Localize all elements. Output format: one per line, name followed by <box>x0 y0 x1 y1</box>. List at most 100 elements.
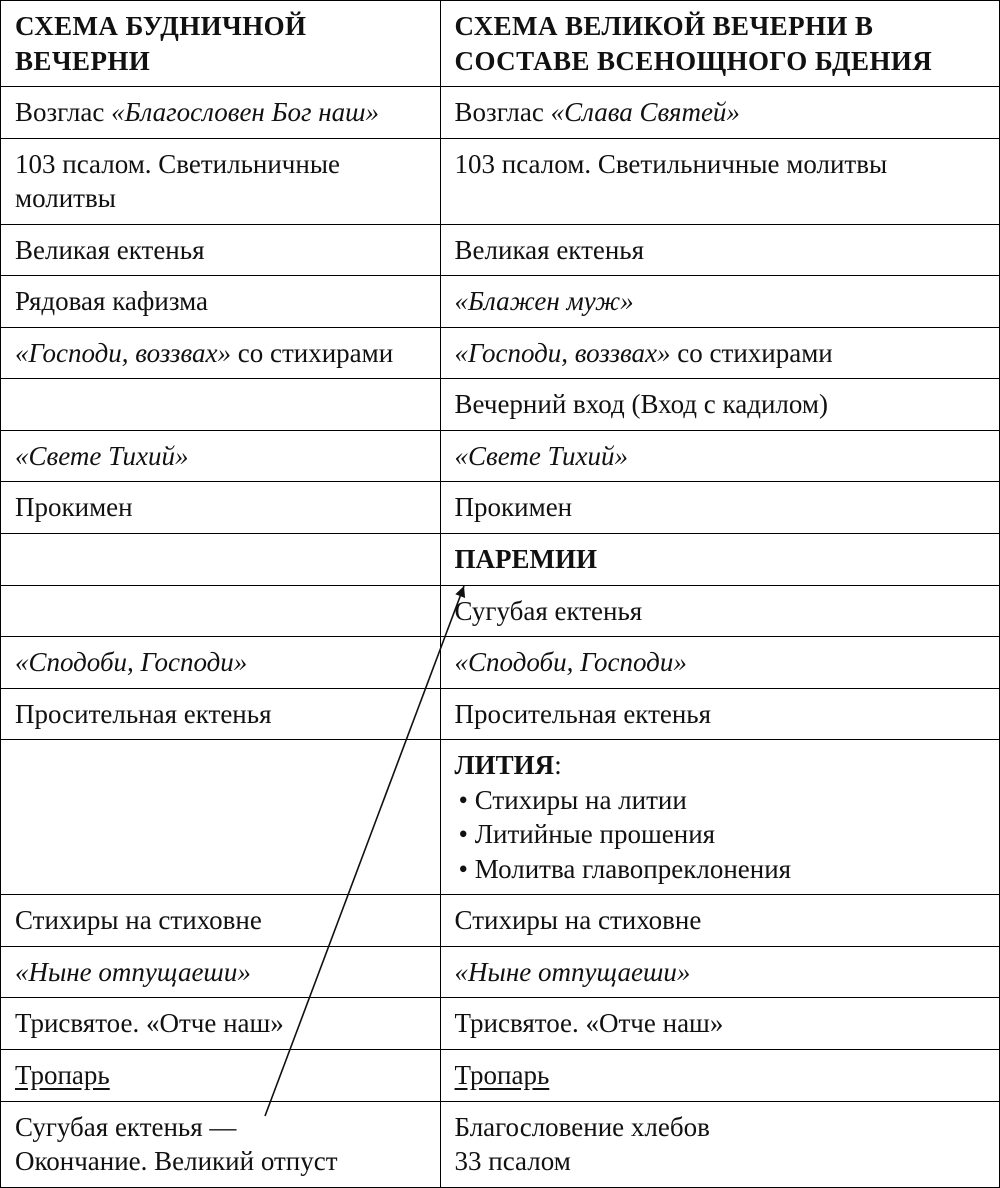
cell-left: Тропарь <box>1 1050 441 1102</box>
header-left: СХЕМА БУДНИЧНОЙ ВЕЧЕРНИ <box>1 1 441 87</box>
text-line: Сугубая ектенья — <box>15 1110 426 1145</box>
text-run: Великая ектенья <box>455 235 645 265</box>
cell-left: «Господи, воззвах» со стихирами <box>1 327 441 379</box>
list-item: Стихиры на литии <box>459 783 985 818</box>
table-row: Сугубая ектенья <box>1 585 1000 637</box>
table-body: Возглас «Благословен Бог наш»Возглас «Сл… <box>1 87 1000 1188</box>
table-row: Тропарь Тропарь <box>1 1050 1000 1102</box>
table-row: Трисвятое. «Отче наш» Трисвятое. «Отче на… <box>1 998 1000 1050</box>
cell-right: «Блажен муж» <box>440 276 999 328</box>
table-row: Прокимен Прокимен <box>1 482 1000 534</box>
table-row: Рядовая кафизма «Блажен муж» <box>1 276 1000 328</box>
comparison-table: СХЕМА БУДНИЧНОЙ ВЕЧЕРНИ СХЕМА ВЕЛИКОЙ ВЕ… <box>0 0 1000 1188</box>
text-run: «Сподоби, Господи» <box>455 647 687 677</box>
cell-right: 103 псалом. Светильничные молитвы <box>440 138 999 224</box>
text-run: Прокимен <box>15 492 133 522</box>
cell-left: Рядовая кафизма <box>1 276 441 328</box>
table-row: Сугубая ектенья —Окончание. Великий отпу… <box>1 1101 1000 1187</box>
table-row: «Господи, воззвах» со стихирами«Господи,… <box>1 327 1000 379</box>
table-row: Вечерний вход (Вход с кадилом) <box>1 379 1000 431</box>
cell-left <box>1 534 441 586</box>
list-item: Молитва главопреклонения <box>459 852 985 887</box>
text-run: Рядовая кафизма <box>15 286 208 316</box>
table-row: «Свете Тихий» «Свете Тихий» <box>1 430 1000 482</box>
text-run: Возглас <box>15 97 111 127</box>
text-run: ЛИТИЯ <box>455 750 555 780</box>
text-run: Возглас <box>455 97 551 127</box>
cell-right: Возглас «Слава Святей» <box>440 87 999 139</box>
cell-left: Возглас «Благословен Бог наш» <box>1 87 441 139</box>
text-run: Просительная ектенья <box>455 699 712 729</box>
table-row: «Сподоби, Господи» «Сподоби, Господи» <box>1 637 1000 689</box>
text-run: Сугубая ектенья <box>15 1112 209 1142</box>
text-run: «Ныне отпущаеши» <box>455 957 691 987</box>
cell-left <box>1 585 441 637</box>
cell-right: «Господи, воззвах» со стихирами <box>440 327 999 379</box>
cell-left: 103 псалом. Светильничные молитвы <box>1 138 441 224</box>
text-run: «Блажен муж» <box>455 286 634 316</box>
text-line: Окончание. Великий отпуст <box>15 1144 426 1179</box>
table-row: ЛИТИЯ:Стихиры на литииЛитийные прошенияМ… <box>1 740 1000 895</box>
text-run: Вечерний вход (Вход с кадилом) <box>455 389 828 419</box>
cell-right: Благословение хлебов33 псалом <box>440 1101 999 1187</box>
cell-right: Трисвятое. «Отче наш» <box>440 998 999 1050</box>
header-right: СХЕМА ВЕЛИКОЙ ВЕЧЕРНИ В СОСТАВЕ ВСЕНОЩНО… <box>440 1 999 87</box>
text-run: Трисвятое. «Отче наш» <box>15 1008 284 1038</box>
cell-left: Великая ектенья <box>1 224 441 276</box>
text-run: «Свете Тихий» <box>455 441 628 471</box>
table-row: Великая ектенья Великая ектенья <box>1 224 1000 276</box>
cell-right: ПАРЕМИИ <box>440 534 999 586</box>
text-run: ПАРЕМИИ <box>455 544 598 574</box>
text-line: Благословение хлебов <box>455 1110 985 1145</box>
cell-right: Тропарь <box>440 1050 999 1102</box>
text-run: Сугубая ектенья <box>455 596 643 626</box>
cell-left: Сугубая ектенья —Окончание. Великий отпу… <box>1 1101 441 1187</box>
text-run: 103 псалом. Светильничные молитвы <box>455 149 888 179</box>
text-run: Прокимен <box>455 492 573 522</box>
text-line: 33 псалом <box>455 1144 985 1179</box>
cell-right: Сугубая ектенья <box>440 585 999 637</box>
text-run: со стихирами <box>231 338 393 368</box>
text-run: 103 псалом. Светильничные молитвы <box>15 149 340 214</box>
text-run: Стихиры на стиховне <box>455 905 702 935</box>
text-run: Трисвятое. «Отче наш» <box>455 1008 724 1038</box>
table-row: ПАРЕМИИ <box>1 534 1000 586</box>
table-row: «Ныне отпущаеши» «Ныне отпущаеши» <box>1 946 1000 998</box>
list-item: Литийные прошения <box>459 817 985 852</box>
text-run: «Сподоби, Господи» <box>15 647 247 677</box>
cell-right: Великая ектенья <box>440 224 999 276</box>
cell-right: ЛИТИЯ:Стихиры на литииЛитийные прошенияМ… <box>440 740 999 895</box>
text-run: Просительная ектенья <box>15 699 272 729</box>
cell-left: Трисвятое. «Отче наш» <box>1 998 441 1050</box>
text-run: — <box>209 1112 236 1142</box>
cell-right: Просительная ектенья <box>440 688 999 740</box>
text-run: «Господи, воззвах» <box>15 338 231 368</box>
text-run: «Слава Святей» <box>551 97 740 127</box>
text-run: «Свете Тихий» <box>15 441 188 471</box>
litiya-title: ЛИТИЯ: <box>455 748 985 783</box>
text-run: Тропарь <box>455 1060 550 1090</box>
text-run: «Ныне отпущаеши» <box>15 957 251 987</box>
table-row: 103 псалом. Светильничные молитвы 103 пса… <box>1 138 1000 224</box>
cell-right: Вечерний вход (Вход с кадилом) <box>440 379 999 431</box>
text-run: : <box>554 750 562 780</box>
cell-left: «Сподоби, Господи» <box>1 637 441 689</box>
text-run: Великая ектенья <box>15 235 205 265</box>
table-row: Стихиры на стиховне Стихиры на стиховне <box>1 895 1000 947</box>
cell-left: «Ныне отпущаеши» <box>1 946 441 998</box>
cell-right: «Ныне отпущаеши» <box>440 946 999 998</box>
text-run: «Благословен Бог наш» <box>111 97 379 127</box>
litiya-list: Стихиры на литииЛитийные прошенияМолитва… <box>455 783 985 887</box>
text-run: Тропарь <box>15 1060 110 1090</box>
header-row: СХЕМА БУДНИЧНОЙ ВЕЧЕРНИ СХЕМА ВЕЛИКОЙ ВЕ… <box>1 1 1000 87</box>
text-run: «Господи, воззвах» <box>455 338 671 368</box>
cell-left <box>1 740 441 895</box>
text-run: со стихирами <box>671 338 833 368</box>
text-run: Стихиры на стиховне <box>15 905 262 935</box>
cell-left: «Свете Тихий» <box>1 430 441 482</box>
cell-right: «Сподоби, Господи» <box>440 637 999 689</box>
page-wrap: СХЕМА БУДНИЧНОЙ ВЕЧЕРНИ СХЕМА ВЕЛИКОЙ ВЕ… <box>0 0 1000 1188</box>
cell-left: Прокимен <box>1 482 441 534</box>
cell-left: Просительная ектенья <box>1 688 441 740</box>
cell-left: Стихиры на стиховне <box>1 895 441 947</box>
